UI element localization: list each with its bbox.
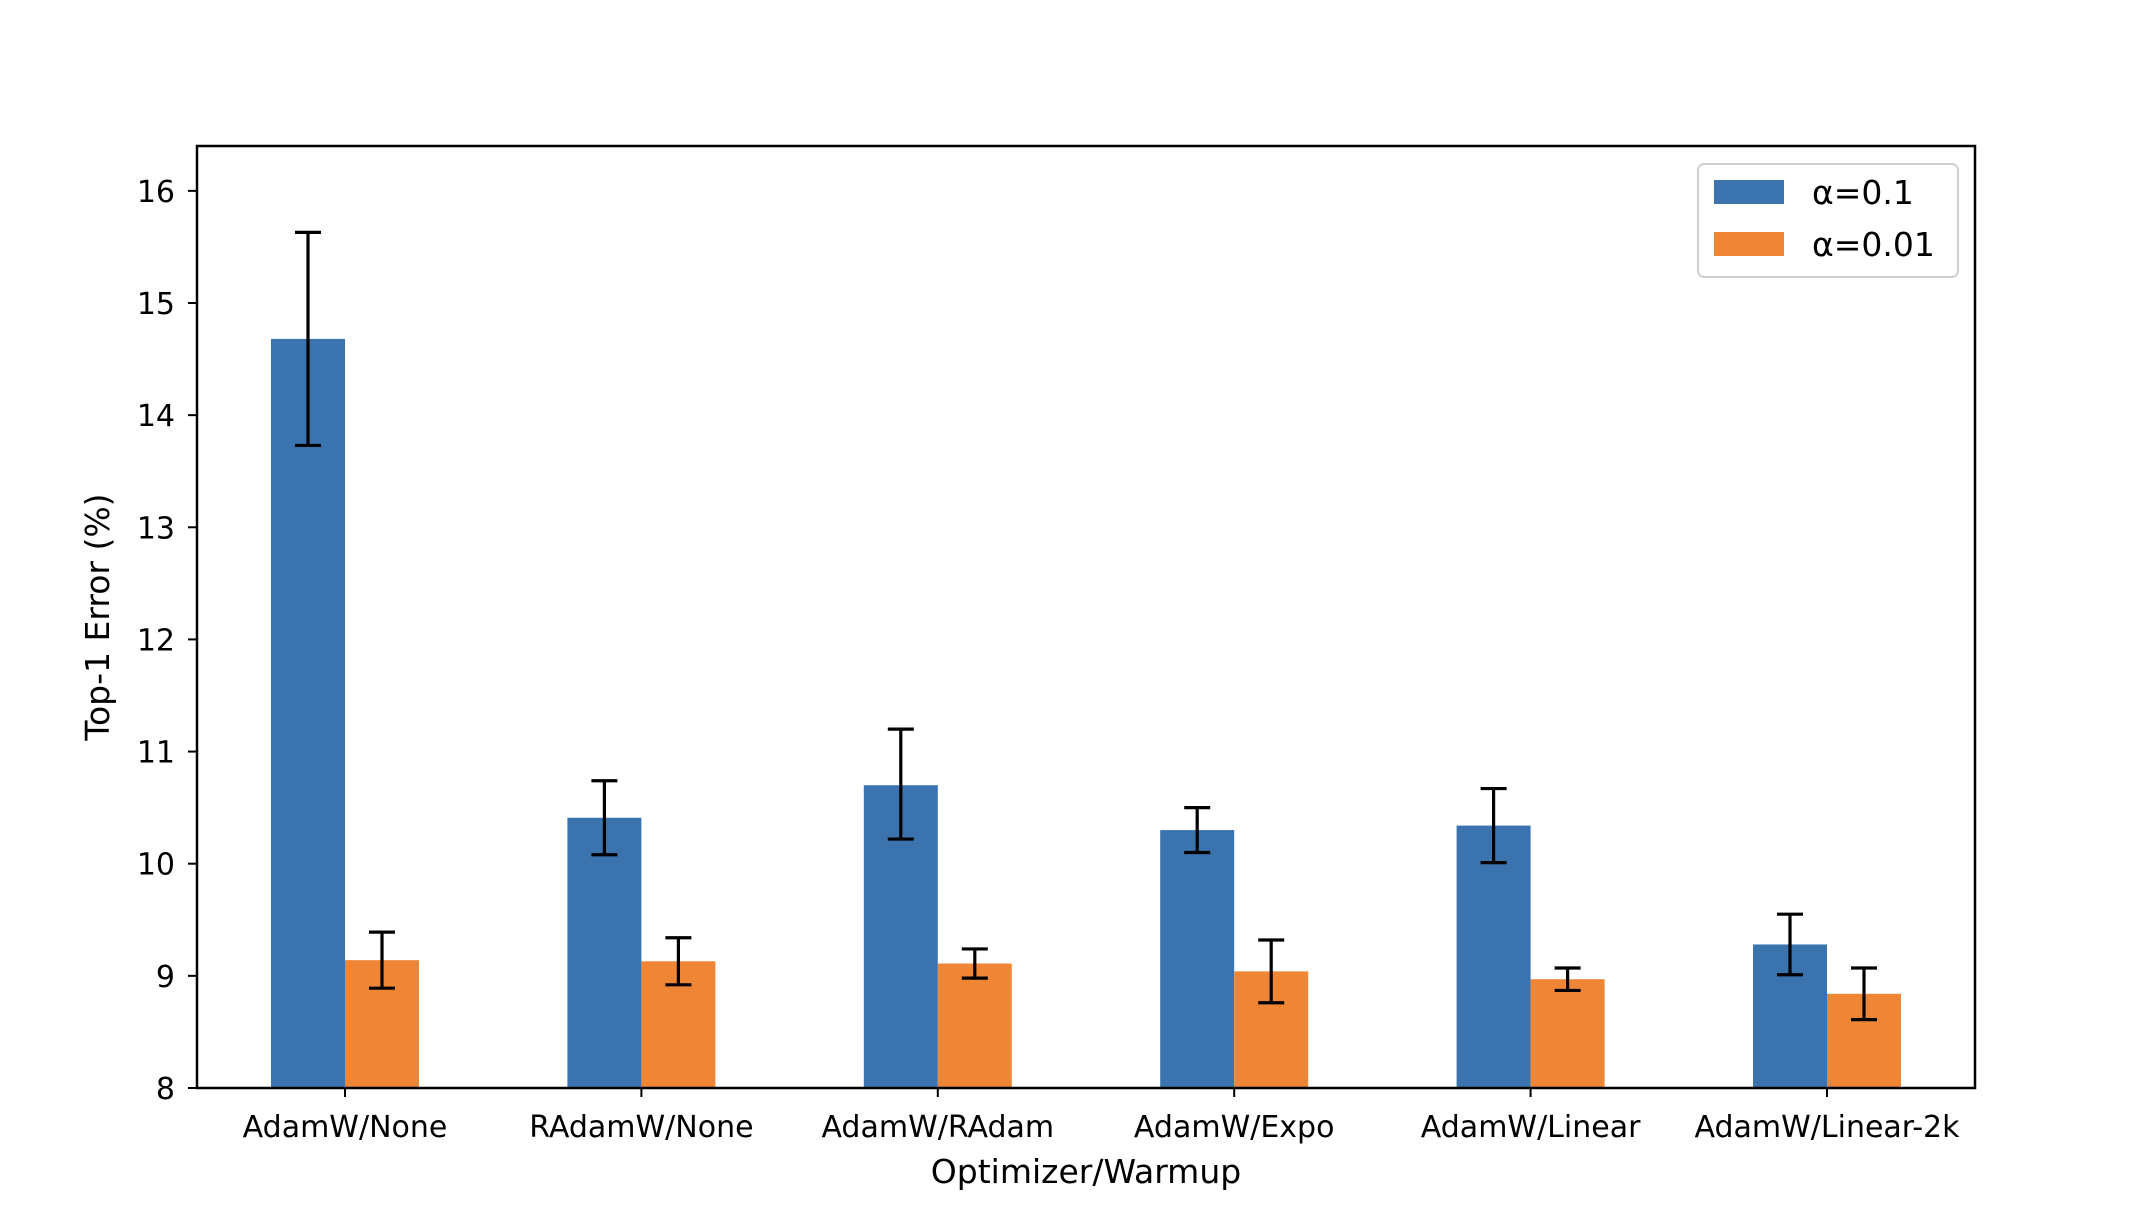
bar-alpha-0.1 xyxy=(271,338,345,1088)
x-tick-label: RAdamW/None xyxy=(529,1110,753,1145)
x-axis: AdamW/None RAdamW/None AdamW/RAdam AdamW/Ex… xyxy=(243,1088,1960,1145)
x-tick-label: AdamW/RAdam xyxy=(821,1110,1054,1145)
plot-frame xyxy=(195,144,1977,1090)
legend: α=0.1 α=0.01 xyxy=(1697,163,1959,278)
x-axis-label: Optimizer/Warmup xyxy=(931,1152,1241,1191)
y-tick-label: 16 xyxy=(137,175,175,210)
errorbars-layer xyxy=(295,230,1877,1022)
y-tick-label: 12 xyxy=(137,623,175,658)
x-tick-label: AdamW/Linear-2k xyxy=(1694,1110,1960,1145)
y-tick-label: 9 xyxy=(156,960,175,995)
y-tick-label: 15 xyxy=(137,287,175,322)
x-tick-label: AdamW/Expo xyxy=(1134,1110,1335,1145)
y-tick-label: 11 xyxy=(137,736,175,771)
y-tick-label: 10 xyxy=(137,848,175,883)
y-axis: 8 9 10 11 12 13 14 15 16 xyxy=(137,175,197,1107)
bar-alpha-0.1 xyxy=(1456,825,1531,1088)
bar-alpha-0.01 xyxy=(937,963,1012,1088)
legend-swatch xyxy=(1714,232,1784,256)
bar-alpha-0.1 xyxy=(567,817,642,1088)
y-tick-label: 13 xyxy=(137,511,175,546)
legend-swatch xyxy=(1714,180,1784,204)
x-tick-label: AdamW/Linear xyxy=(1421,1110,1641,1145)
bars-layer xyxy=(271,338,1901,1088)
y-axis-label: Top-1 Error (%) xyxy=(78,493,117,741)
bar-alpha-0.01 xyxy=(1530,979,1605,1088)
x-tick-label: AdamW/None xyxy=(243,1110,448,1145)
bar-alpha-0.1 xyxy=(1160,830,1235,1088)
y-tick-label: 8 xyxy=(156,1072,175,1107)
legend-label: α=0.01 xyxy=(1812,225,1935,264)
legend-label: α=0.1 xyxy=(1812,173,1914,212)
y-tick-label: 14 xyxy=(137,399,175,434)
